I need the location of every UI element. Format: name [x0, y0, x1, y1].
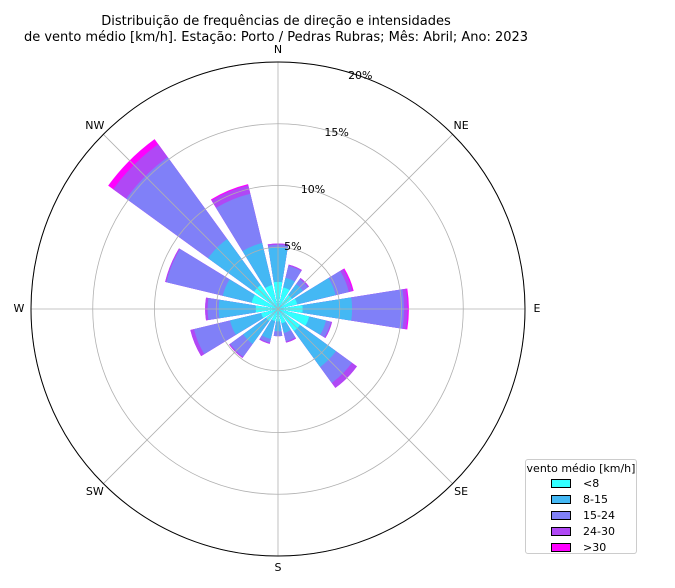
legend-swatch	[551, 542, 571, 552]
legend-item: 8-15	[551, 491, 636, 507]
chart-title-line1: Distribuição de frequências de direção e…	[101, 14, 451, 29]
legend-label: 8-15	[583, 492, 608, 506]
legend-rows: <8 8-15 15-24 24-30 >30	[526, 475, 636, 555]
direction-label-W: W	[14, 302, 25, 315]
grid-spoke-SW	[103, 308, 279, 484]
legend-label: 15-24	[583, 508, 615, 522]
direction-label-NW: NW	[85, 119, 104, 132]
bar-<8-dir-202.5	[271, 309, 278, 322]
direction-label-SE: SE	[454, 485, 468, 498]
legend: vento médio [km/h] <8 8-15 15-24 24-30 >30	[525, 459, 637, 554]
bar-<8-dir-337.5	[265, 284, 278, 309]
legend-item: >30	[551, 539, 636, 555]
grid-layer	[30, 61, 526, 557]
radial-tick-15%: 15%	[324, 126, 348, 139]
labels-layer: N NE E SE S SW W NW 5% 10% 15% 20%	[14, 43, 541, 574]
polar-frame	[30, 61, 526, 557]
legend-item: 15-24	[551, 507, 636, 523]
bars-layer	[108, 139, 409, 388]
legend-label: <8	[583, 476, 600, 490]
legend-swatch	[551, 526, 571, 536]
direction-label-SW: SW	[86, 485, 104, 498]
direction-label-E: E	[534, 302, 541, 315]
legend-item: <8	[551, 475, 636, 491]
bar-<8-dir-292.5	[251, 294, 278, 309]
grid-spoke-NE	[277, 134, 453, 310]
legend-title: vento médio [km/h]	[526, 462, 636, 475]
bar-<8-dir-22.5	[278, 287, 290, 309]
radial-tick-10%: 10%	[301, 183, 325, 196]
bar-<8-dir-247.5	[261, 309, 278, 319]
bar-<8-dir-112.5	[278, 309, 310, 326]
legend-label: >30	[583, 540, 607, 554]
chart-title: Distribuição de frequências de direção e…	[0, 14, 552, 46]
bar-<8-dir-67.5	[278, 298, 298, 309]
radial-tick-5%: 5%	[284, 240, 301, 253]
legend-item: 24-30	[551, 523, 636, 539]
bar-<8-dir-157.5	[278, 309, 286, 324]
direction-label-NE: NE	[454, 119, 469, 132]
legend-swatch	[551, 494, 571, 504]
radial-tick-20%: 20%	[348, 69, 372, 82]
direction-label-N: N	[274, 43, 282, 56]
grid-spoke-NW	[103, 134, 279, 310]
legend-swatch	[551, 510, 571, 520]
grid-spoke-SE	[277, 308, 453, 484]
chart-title-line2: de vento médio [km/h]. Estação: Porto / …	[23, 30, 529, 45]
direction-label-S: S	[275, 561, 282, 574]
legend-swatch	[551, 478, 571, 488]
legend-label: 24-30	[583, 524, 615, 538]
